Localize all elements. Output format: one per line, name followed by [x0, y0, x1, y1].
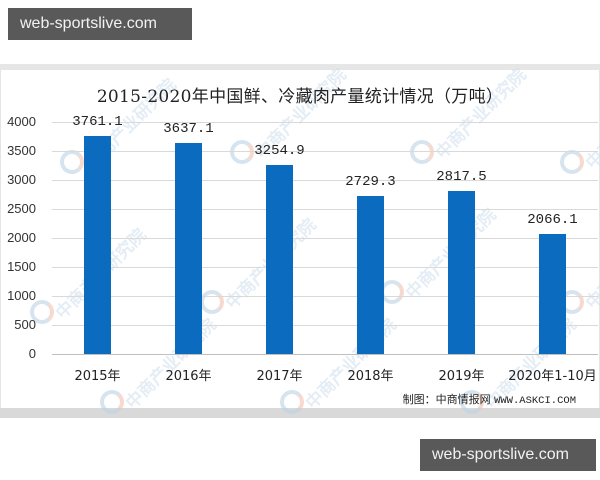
y-tick-label: 500	[14, 317, 36, 332]
watermark-logo-icon	[280, 390, 304, 414]
watermark-logo-icon	[230, 140, 254, 164]
gridline	[52, 151, 598, 152]
x-tick-label: 2019年	[438, 369, 485, 384]
site-watermark-bottom: web-sportslive.com	[420, 439, 596, 471]
source-url: WWW.ASKCI.COM	[494, 395, 576, 407]
watermark-logo-icon	[100, 390, 124, 414]
watermark-logo-icon	[410, 140, 434, 164]
data-label: 2066.1	[527, 212, 578, 229]
site-watermark-top: web-sportslive.com	[8, 8, 192, 40]
bar-4	[448, 190, 475, 354]
gridline	[52, 122, 598, 123]
gridline	[52, 325, 598, 326]
data-label: 3637.1	[163, 121, 214, 138]
y-tick-label: 2000	[7, 230, 36, 245]
gridline	[52, 180, 598, 181]
bar-0	[84, 135, 111, 354]
chart-source: 制图：中商情报网 WWW.ASKCI.COM	[403, 391, 576, 407]
y-tick-label: 1000	[7, 288, 36, 303]
x-tick-label: 2017年	[256, 369, 303, 384]
data-label: 3761.1	[72, 113, 123, 130]
source-label: 制图：中商情报网	[402, 393, 491, 406]
bar-2	[266, 165, 293, 354]
frame-bottom-border	[0, 408, 600, 418]
data-label: 3254.9	[254, 143, 305, 160]
bar-1	[175, 143, 202, 354]
watermark-logo-icon	[60, 150, 84, 174]
y-tick-label: 4000	[7, 114, 36, 129]
x-tick-label: 2020年1-10月	[508, 369, 597, 384]
watermark-logo-icon	[460, 390, 484, 414]
data-label: 2729.3	[345, 173, 396, 190]
chart-title: 2015-2020年中国鲜、冷藏肉产量统计情况（万吨）	[96, 87, 504, 107]
x-tick-label: 2016年	[165, 369, 212, 384]
y-tick-label: 3000	[7, 172, 36, 187]
x-axis-line	[52, 354, 598, 355]
y-tick-label: 0	[28, 346, 36, 361]
bar-3	[357, 195, 384, 354]
watermark-logo-icon	[560, 150, 584, 174]
watermark-logo-icon	[200, 290, 224, 314]
gridline	[52, 296, 598, 297]
gridline	[52, 209, 598, 210]
frame-top-border	[0, 64, 600, 70]
bar-5	[539, 234, 566, 354]
y-tick-label: 1500	[7, 259, 36, 274]
x-tick-label: 2018年	[347, 369, 394, 384]
y-tick-label: 2500	[7, 201, 36, 216]
y-tick-label: 3500	[7, 143, 36, 158]
watermark-logo-icon	[30, 300, 54, 324]
x-tick-label: 2015年	[74, 369, 121, 384]
gridline	[52, 267, 598, 268]
gridline	[52, 238, 598, 239]
data-label: 2817.5	[436, 168, 487, 185]
